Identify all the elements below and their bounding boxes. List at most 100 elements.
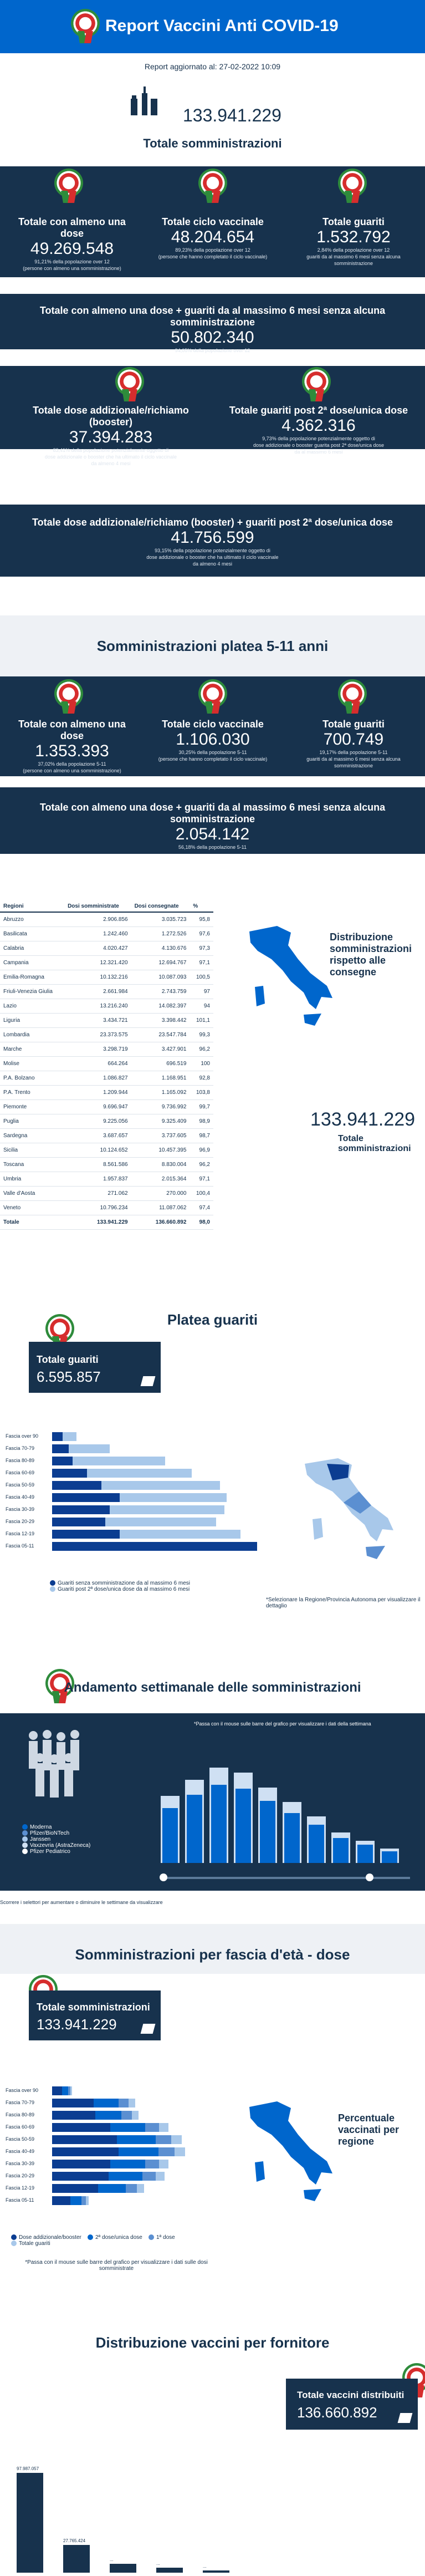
bar-guariti-senza[interactable] (52, 1493, 120, 1502)
fascia-bar-segment[interactable] (52, 2086, 62, 2095)
rosette-icon (115, 367, 144, 401)
fascia-bar-segment[interactable] (156, 2172, 165, 2181)
weekly-bar[interactable] (380, 1849, 399, 1863)
table-cell: 103,8 (190, 1085, 213, 1100)
booster-total-band: Totale dose addizionale/richiamo (booste… (0, 505, 425, 577)
fascia-bar-segment[interactable] (95, 2111, 121, 2120)
weekly-bar[interactable] (307, 1816, 326, 1863)
fascia-bar-segment[interactable] (98, 2184, 126, 2193)
weekly-note: *Passa con il mouse sulle barre del graf… (194, 1721, 371, 1727)
weekly-bar[interactable] (185, 1780, 204, 1863)
weekly-bar[interactable] (331, 1832, 350, 1863)
fascia-bar-segment[interactable] (81, 2196, 86, 2205)
fascia-bar-segment[interactable] (117, 2135, 156, 2144)
table-cell: Molise (0, 1056, 65, 1071)
bar-guariti-post[interactable] (52, 1457, 165, 1465)
table-cell: 95,8 (190, 912, 213, 927)
fascia-bar-segment[interactable] (121, 2111, 132, 2120)
fascia-bar-segment[interactable] (70, 2196, 81, 2205)
eraser-icon[interactable] (140, 2024, 156, 2034)
fascia-bar-segment[interactable] (52, 2123, 110, 2132)
supplier-bar[interactable] (203, 2570, 229, 2573)
fascia-bar-segment[interactable] (62, 2086, 68, 2095)
table-cell: 10.087.093 (131, 970, 190, 985)
fascia-bar-segment[interactable] (126, 2184, 137, 2193)
fascia-bar-segment[interactable] (86, 2196, 89, 2205)
fascia-bar-segment[interactable] (119, 2147, 158, 2156)
fascia-bar-segment[interactable] (52, 2147, 119, 2156)
col-header[interactable]: % (190, 901, 213, 913)
fascia-bar-segment[interactable] (158, 2147, 175, 2156)
bar-guariti-senza[interactable] (52, 1469, 87, 1478)
fascia-bar-segment[interactable] (52, 2196, 70, 2205)
fascia-bar-segment[interactable] (119, 2099, 129, 2107)
weekly-bar[interactable] (283, 1802, 301, 1863)
supplier-bar[interactable] (17, 2473, 43, 2573)
week-slider-track[interactable] (161, 1877, 410, 1879)
eraser-icon[interactable] (397, 2413, 413, 2423)
vaccination-map[interactable] (238, 2096, 338, 2218)
bar-guariti-senza[interactable] (52, 1457, 73, 1465)
age-label: Fascia 50-59 (6, 2136, 35, 2142)
table-cell: 99,3 (190, 1027, 213, 1042)
fascia-bar-segment[interactable] (52, 2099, 94, 2107)
bar-guariti-senza[interactable] (52, 1432, 63, 1441)
fascia-bar-segment[interactable] (110, 2123, 145, 2132)
legend-dot-icon (11, 2241, 17, 2247)
fascia-bar-segment[interactable] (142, 2172, 156, 2181)
age-label: Fascia 40-49 (6, 2149, 35, 2154)
weekly-bar[interactable] (258, 1788, 277, 1863)
supplier-bar[interactable] (156, 2568, 183, 2573)
bar-guariti-senza[interactable] (52, 1481, 101, 1490)
bar-guariti-senza[interactable] (52, 1505, 110, 1514)
fascia-bar-segment[interactable] (159, 2123, 168, 2132)
eraser-icon[interactable] (140, 1376, 156, 1386)
fascia-bar-segment[interactable] (52, 2172, 109, 2181)
fascia-bar-segment[interactable] (137, 2184, 144, 2193)
fascia-bar-segment[interactable] (68, 2086, 70, 2095)
supplier-bar[interactable] (63, 2545, 90, 2573)
fascia-bar-segment[interactable] (145, 2160, 159, 2168)
stat-note: 93,15% della popolazione potenzialmente … (155, 548, 270, 553)
fascia-bar-segment[interactable] (159, 2160, 168, 2168)
bar-guariti-senza[interactable] (52, 1444, 69, 1453)
col-header[interactable]: Dosi consegnate (131, 901, 190, 913)
fascia-bar-segment[interactable] (132, 2111, 139, 2120)
fascia-bar-segment[interactable] (171, 2135, 182, 2144)
bar-guariti-post[interactable] (52, 1469, 192, 1478)
italy-map[interactable] (238, 920, 338, 1037)
bar-guariti-senza[interactable] (52, 1542, 257, 1551)
col-header[interactable]: Dosi somministrate (64, 901, 131, 913)
table-cell: Calabria (0, 941, 65, 956)
fascia-bar-segment[interactable] (70, 2086, 72, 2095)
weekly-bar[interactable] (209, 1768, 228, 1863)
fascia-bar-segment[interactable] (145, 2123, 159, 2132)
weekly-bar[interactable] (356, 1841, 375, 1863)
weekly-bar[interactable] (234, 1773, 253, 1863)
fascia-bar-segment[interactable] (52, 2111, 95, 2120)
fascia-bar-segment[interactable] (52, 2184, 98, 2193)
week-slider-handle-end[interactable] (366, 1874, 373, 1881)
fascia-bar-segment[interactable] (109, 2172, 142, 2181)
bar-guariti-senza[interactable] (52, 1518, 105, 1526)
col-header[interactable]: Regioni (0, 901, 65, 913)
stat-card-guariti-post: Totale guariti post 2ª dose/unica dose 4… (222, 405, 416, 455)
fascia-bar-segment[interactable] (156, 2135, 171, 2144)
age-label: Fascia 30-39 (6, 2161, 35, 2166)
weekly-bar[interactable] (161, 1796, 180, 1863)
fascia-bar-segment[interactable] (52, 2160, 110, 2168)
supplier-bar[interactable] (110, 2564, 136, 2573)
table-cell: Umbria (0, 1172, 65, 1187)
fascia-bar-segment[interactable] (175, 2147, 185, 2156)
guariti-map[interactable] (294, 1453, 404, 1575)
bar-guariti-senza[interactable] (52, 1530, 120, 1539)
week-slider-handle-start[interactable] (160, 1874, 167, 1881)
table-row: Puglia 9.225.056 9.325.409 98,9 (0, 1114, 213, 1129)
stat-title: Totale guariti (322, 216, 385, 227)
fascia-bar-segment[interactable] (110, 2160, 145, 2168)
fascia-bar-segment[interactable] (94, 2099, 119, 2107)
fascia-bar-segment[interactable] (52, 2135, 117, 2144)
fascia-bar-segment[interactable] (129, 2099, 135, 2107)
table-row: Veneto 10.796.234 11.087.062 97,4 (0, 1200, 213, 1215)
age-label: Fascia 20-29 (6, 1519, 35, 1524)
